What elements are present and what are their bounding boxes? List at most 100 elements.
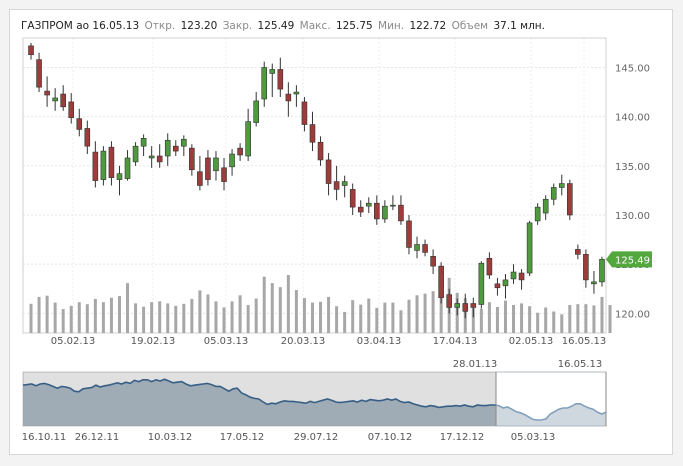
candle[interactable]	[237, 143, 243, 161]
candle[interactable]	[414, 236, 420, 259]
candle[interactable]	[567, 179, 573, 220]
candle[interactable]	[357, 200, 364, 217]
candle[interactable]	[197, 156, 203, 191]
candle[interactable]	[140, 134, 147, 156]
candle[interactable]	[293, 85, 300, 107]
candle[interactable]	[245, 108, 251, 161]
candle[interactable]	[454, 298, 461, 316]
candle[interactable]	[325, 153, 332, 196]
candle[interactable]	[583, 249, 589, 288]
candle[interactable]	[374, 195, 380, 225]
candle[interactable]	[575, 244, 581, 260]
candle[interactable]	[261, 61, 268, 107]
candle[interactable]	[52, 88, 58, 111]
candle[interactable]	[124, 150, 131, 181]
candle[interactable]	[285, 82, 292, 117]
candle[interactable]	[44, 76, 50, 107]
candle-body	[156, 155, 163, 163]
candle[interactable]	[68, 93, 75, 124]
candle[interactable]	[100, 146, 107, 186]
volume-bar	[134, 303, 138, 333]
candle[interactable]	[365, 197, 372, 214]
y-tick-label: 135.00	[615, 162, 650, 173]
candle[interactable]	[502, 274, 509, 299]
candle[interactable]	[84, 120, 91, 155]
candle[interactable]	[181, 135, 187, 156]
candle[interactable]	[213, 151, 219, 181]
candle[interactable]	[317, 136, 324, 166]
candle[interactable]	[172, 140, 179, 156]
candle[interactable]	[164, 133, 171, 166]
candle[interactable]	[494, 277, 501, 296]
candle-body	[68, 101, 75, 118]
candle[interactable]	[221, 157, 227, 191]
candle[interactable]	[116, 165, 123, 196]
candle[interactable]	[534, 203, 541, 225]
navigator-selection-window[interactable]	[495, 371, 607, 427]
candlestick-series[interactable]	[28, 42, 605, 319]
navigator-x-tick-label: 17.05.12	[220, 432, 265, 443]
candle[interactable]	[156, 144, 163, 168]
range-navigator[interactable]: 28.01.13 16.05.13 16.10.11 26.12.11 10.03.12…	[22, 359, 607, 443]
candle[interactable]	[28, 42, 34, 60]
candle-body	[317, 141, 324, 161]
candle[interactable]	[398, 195, 404, 225]
candle[interactable]	[591, 271, 597, 294]
candle[interactable]	[132, 142, 139, 166]
main-chart-grid	[23, 38, 606, 333]
y-tick-label: 120.00	[615, 309, 650, 320]
candle[interactable]	[333, 165, 340, 201]
candle-body	[558, 183, 565, 188]
candle[interactable]	[510, 264, 517, 284]
candle[interactable]	[478, 261, 485, 309]
candle[interactable]	[599, 256, 605, 287]
volume-bar	[238, 295, 242, 333]
candle[interactable]	[406, 215, 412, 255]
navigator-x-tick-label: 05.03.13	[511, 432, 556, 443]
navigator-unselected-mask	[23, 372, 496, 426]
candle[interactable]	[76, 108, 83, 137]
volume-bar	[222, 307, 226, 333]
candle[interactable]	[349, 183, 356, 215]
candle[interactable]	[390, 195, 396, 211]
candle[interactable]	[446, 288, 452, 314]
candle[interactable]	[430, 249, 436, 274]
candle-body	[349, 189, 356, 208]
candle[interactable]	[229, 149, 235, 176]
volume-bar	[399, 310, 403, 333]
candle[interactable]	[269, 63, 276, 97]
candle[interactable]	[382, 200, 388, 223]
candle[interactable]	[60, 85, 66, 111]
candle[interactable]	[550, 183, 557, 206]
candle[interactable]	[542, 195, 549, 220]
candle[interactable]	[309, 111, 316, 152]
volume-bar	[487, 302, 491, 333]
candle[interactable]	[462, 293, 469, 319]
candle[interactable]	[36, 52, 42, 93]
candle[interactable]	[518, 269, 525, 290]
candle-body	[382, 205, 388, 220]
candle[interactable]	[301, 97, 308, 132]
candle[interactable]	[92, 141, 99, 188]
candle[interactable]	[438, 262, 444, 304]
candle[interactable]	[558, 174, 565, 196]
navigator-x-tick-label: 17.12.12	[440, 432, 485, 443]
candle[interactable]	[148, 146, 155, 168]
candle[interactable]	[277, 57, 284, 97]
candle[interactable]	[470, 297, 477, 318]
candle[interactable]	[341, 175, 348, 198]
candle-body	[84, 128, 91, 147]
candle[interactable]	[422, 239, 428, 257]
candle[interactable]	[486, 252, 493, 279]
candle[interactable]	[205, 150, 211, 186]
candle[interactable]	[253, 92, 259, 127]
volume-bar	[431, 291, 435, 333]
candle-body	[245, 121, 251, 157]
candle[interactable]	[189, 144, 195, 176]
candle[interactable]	[526, 220, 533, 276]
candle[interactable]	[108, 141, 115, 186]
candle-body	[148, 155, 155, 159]
candle-body	[550, 187, 557, 200]
